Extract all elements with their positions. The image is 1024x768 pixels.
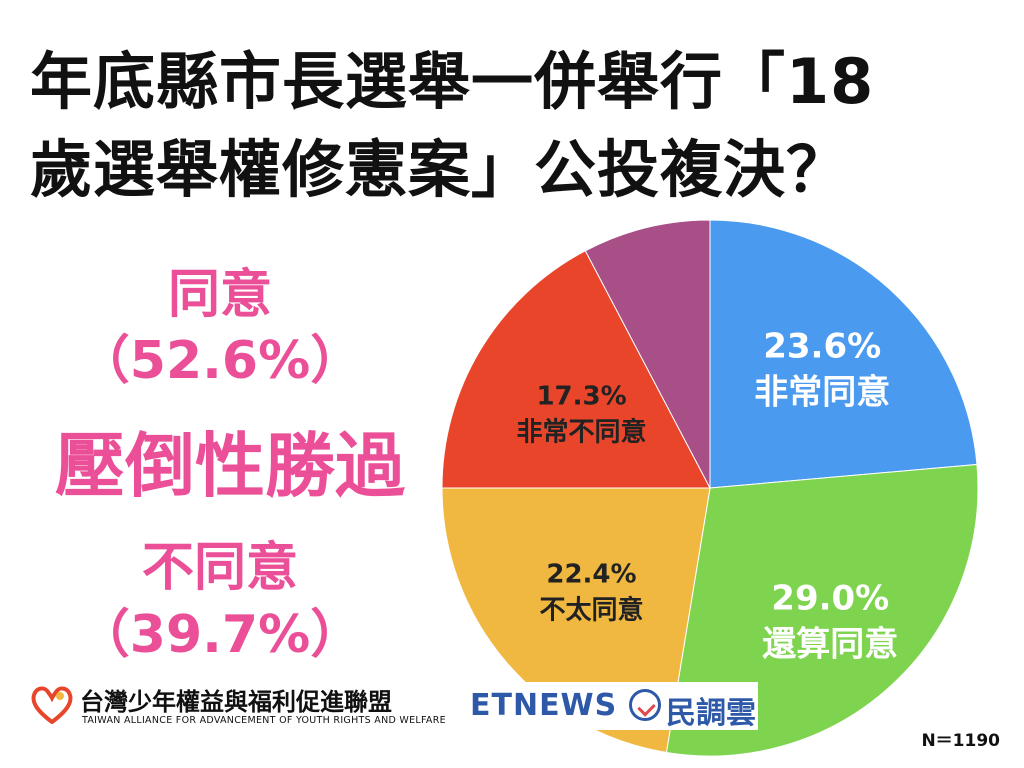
chart-title: 年底縣市長選舉一併舉行「18 歲選舉權修憲案」公投複決？ — [30, 38, 1000, 214]
agree-percentage: （52.6%） — [77, 331, 363, 391]
org-subtitle: TAIWAN ALLIANCE FOR ADVANCEMENT OF YOUTH… — [82, 715, 446, 726]
pie-slice-5 — [584, 219, 711, 489]
heart-logo-icon — [31, 686, 73, 724]
pie-slice-4 — [441, 250, 711, 489]
slice-value-label-3: 22.4% — [546, 560, 636, 590]
verdict-text: 壓倒性勝過 — [55, 425, 405, 507]
title-line-1: 年底縣市長選舉一併舉行「18 — [30, 45, 875, 118]
org-name: 台灣少年權益與福利促進聯盟 — [80, 688, 392, 716]
slice-value-label-2: 29.0% — [771, 579, 889, 619]
org-logo: 台灣少年權益與福利促進聯盟 TAIWAN ALLIANCE FOR ADVANC… — [30, 682, 460, 732]
etnews-logo: ETNEWS 民調雲 — [466, 682, 758, 731]
sample-size: N＝1190 — [921, 731, 1000, 751]
pie-slice-1 — [709, 219, 978, 489]
title-line-2: 歲選舉權修憲案」公投複決？ — [30, 133, 850, 206]
slice-value-label-1: 23.6% — [763, 326, 881, 366]
poll-check-icon — [629, 689, 661, 721]
slice-name-label-1: 非常同意 — [754, 372, 890, 412]
slice-name-label-2: 還算同意 — [762, 625, 898, 665]
disagree-percentage: （39.7%） — [77, 605, 363, 665]
agree-label: 同意 — [167, 265, 272, 325]
slice-value-label-4: 17.3% — [536, 381, 626, 411]
disagree-label: 不同意 — [141, 538, 298, 598]
slice-name-label-3: 不太同意 — [539, 595, 643, 626]
etnews-cn: 民調雲 — [666, 696, 756, 731]
etnews-latin: ETNEWS — [470, 688, 618, 723]
slice-name-label-4: 非常不同意 — [517, 416, 647, 447]
